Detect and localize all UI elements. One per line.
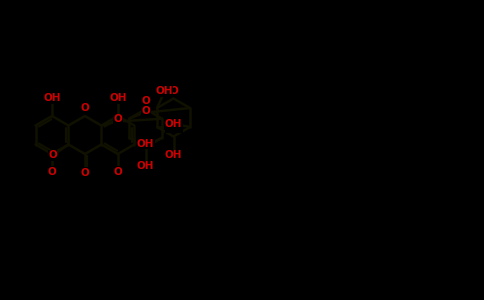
- Text: O: O: [47, 167, 56, 177]
- Text: O: O: [80, 103, 89, 113]
- Text: OH: OH: [165, 151, 182, 160]
- Text: OH: OH: [137, 139, 155, 149]
- Text: OH: OH: [109, 93, 127, 103]
- Text: O: O: [141, 96, 150, 106]
- Text: OH: OH: [43, 93, 61, 103]
- Text: O: O: [114, 115, 123, 124]
- Text: O: O: [113, 167, 122, 177]
- Text: O: O: [169, 85, 178, 95]
- Text: O: O: [48, 151, 57, 160]
- Text: O: O: [80, 168, 89, 178]
- Text: OH: OH: [155, 86, 173, 96]
- Text: OH: OH: [164, 119, 182, 129]
- Text: OH: OH: [136, 139, 154, 149]
- Text: OH: OH: [137, 161, 154, 171]
- Text: O: O: [142, 106, 151, 116]
- Text: OH: OH: [166, 122, 183, 132]
